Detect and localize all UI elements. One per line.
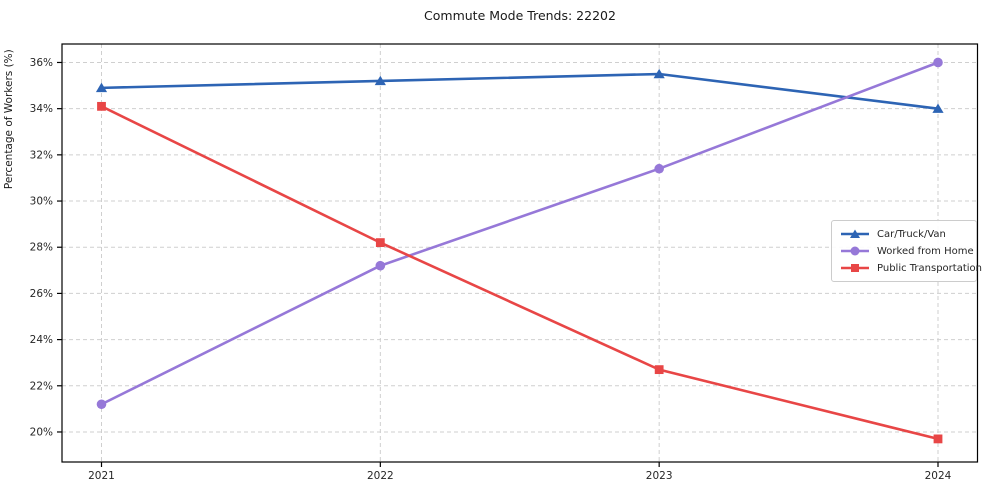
- legend-item-label: Car/Truck/Van: [877, 228, 946, 240]
- legend-item-label: Worked from Home: [877, 245, 974, 257]
- svg-text:30%: 30%: [30, 196, 53, 208]
- circle-marker-icon: [841, 246, 869, 256]
- legend-item-label: Public Transportation: [877, 262, 982, 274]
- legend-item-car-truck-van: Car/Truck/Van: [840, 228, 967, 240]
- svg-text:2021: 2021: [88, 470, 115, 482]
- legend-item-worked-from-home: Worked from Home: [840, 245, 974, 257]
- svg-text:2023: 2023: [646, 470, 673, 482]
- svg-text:2024: 2024: [925, 470, 952, 482]
- chart-title: Commute Mode Trends: 22202: [424, 8, 616, 23]
- svg-text:22%: 22%: [30, 380, 53, 392]
- triangle-marker-icon: [841, 229, 869, 238]
- svg-text:24%: 24%: [30, 334, 53, 346]
- svg-text:28%: 28%: [30, 242, 53, 254]
- legend-item-public-transportation: Public Transportation: [840, 262, 982, 274]
- square-marker-icon: [841, 264, 869, 272]
- svg-text:32%: 32%: [30, 149, 53, 161]
- svg-text:2022: 2022: [367, 470, 394, 482]
- svg-text:20%: 20%: [30, 426, 53, 438]
- svg-text:36%: 36%: [30, 57, 53, 69]
- legend: Car/Truck/Van Worked from Home Public Tr…: [831, 220, 982, 282]
- svg-text:26%: 26%: [30, 288, 53, 300]
- svg-text:34%: 34%: [30, 103, 53, 115]
